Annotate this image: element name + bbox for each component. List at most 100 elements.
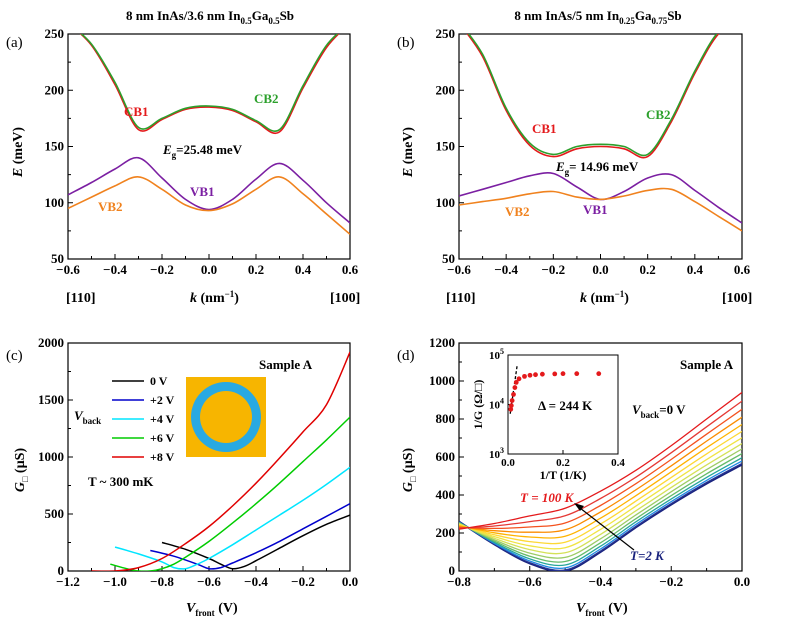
ylabel-b: E (meV)	[401, 127, 416, 178]
vback-label-d: Vback=0 V	[632, 402, 686, 420]
plot-frame	[458, 33, 743, 260]
y-tick-label: 600	[436, 449, 456, 464]
series-line-cb1	[79, 34, 340, 135]
y-tick-label: 100	[436, 195, 456, 210]
ylabel-a: E (meV)	[11, 127, 26, 178]
panel-label-d: (d)	[397, 348, 415, 364]
series-line	[91, 351, 350, 571]
temperature-curve	[459, 437, 742, 550]
temperature-curve	[459, 460, 742, 569]
title-a: 8 nm InAs/3.6 nm In0.5Ga0.5Sb	[126, 8, 294, 26]
y-tick-label: 0	[449, 563, 456, 578]
vback-legend-title: Vback	[74, 408, 101, 426]
inset-ylabel: 1/G (Ω/□)	[471, 380, 485, 430]
inset-data-point	[508, 403, 514, 409]
inset-y-tick-label: 103	[489, 446, 504, 461]
y-tick-label: 250	[45, 26, 65, 41]
inset-data-point	[539, 371, 545, 377]
legend-label: +2 V	[150, 393, 175, 407]
ylabel-d: G□ (µS)	[401, 448, 418, 493]
x-tick-label: −0.4	[244, 574, 268, 589]
y-tick-label: 150	[45, 139, 65, 154]
temperature-curve	[459, 462, 742, 571]
legend-label: +8 V	[150, 450, 175, 464]
temperature-label-c: T ~ 300 mK	[88, 474, 154, 489]
y-tick-label: 150	[436, 139, 456, 154]
y-tick-label: 1000	[429, 373, 455, 388]
inset-y-tick-label: 105	[489, 347, 504, 362]
y-tick-label: 200	[45, 82, 65, 97]
x-tick-label: −0.4	[103, 262, 127, 277]
temperature-curve	[459, 391, 742, 530]
t-low-label: T=2 K	[630, 548, 665, 563]
series-line	[161, 514, 350, 570]
delta-label: Δ = 244 K	[538, 398, 593, 413]
y-tick-label: 400	[436, 487, 456, 502]
inset-data-point	[516, 376, 522, 382]
temperature-curve	[459, 416, 742, 533]
legend-label: +4 V	[150, 412, 175, 426]
series-line	[110, 416, 350, 571]
x-tick-label: 0.6	[342, 262, 359, 277]
temperature-curve	[459, 400, 742, 529]
series-line-cb2	[80, 34, 339, 132]
y-tick-label: 50	[51, 251, 64, 266]
temperature-curve	[459, 448, 742, 559]
y-tick-label: 1000	[38, 449, 64, 464]
y-tick-label: 200	[436, 525, 456, 540]
legend-label: 0 V	[150, 374, 168, 388]
inset-data-point	[533, 372, 538, 378]
label-vb2-a: VB2	[98, 199, 123, 214]
xlabel-a: k (nm−1)	[190, 289, 239, 306]
x-tick-label: 0.0	[592, 262, 608, 277]
xlabel-d: Vfront (V)	[576, 601, 628, 618]
xlabel-b: k (nm−1)	[580, 289, 629, 306]
inset-data-point	[508, 406, 514, 412]
direction-right-b: [100]	[722, 291, 752, 306]
sample-label-c: Sample A	[259, 357, 313, 372]
direction-right-a: [100]	[330, 291, 360, 306]
x-tick-label: 0.4	[295, 262, 312, 277]
eg-label-a: Eg=25.48 meV	[162, 142, 243, 160]
temperature-curve	[459, 453, 742, 563]
sample-label-d: Sample A	[680, 357, 734, 372]
y-tick-label: 250	[436, 26, 456, 41]
xlabel-c: Vfront (V)	[186, 601, 238, 618]
x-tick-label: −0.6	[518, 574, 542, 589]
x-tick-label: 0.0	[734, 574, 750, 589]
inset-data-point	[522, 373, 527, 379]
plot-frame	[67, 342, 351, 572]
panel-label-b: (b)	[397, 35, 415, 51]
inset-x-tick-label: 0.2	[556, 457, 570, 469]
inset-fit-line	[509, 365, 518, 414]
x-tick-label: 0.6	[734, 262, 751, 277]
inset-data-point	[511, 391, 516, 397]
y-tick-label: 1500	[38, 392, 64, 407]
label-vb2-b: VB2	[505, 204, 530, 219]
y-tick-label: 50	[442, 251, 455, 266]
inset-x-tick-label: 0.0	[501, 457, 515, 469]
x-tick-label: −0.2	[659, 574, 683, 589]
x-tick-label: −0.6	[56, 262, 80, 277]
panel-c: −1.2 −1.0 −0.8 −0.6 −0.4 −0.2 0.0 0 500 1000 1500 2…	[38, 335, 358, 589]
x-tick-label: 0.2	[640, 262, 656, 277]
inset-x-tick-label: 0.4	[611, 457, 625, 469]
x-tick-label: −0.6	[197, 574, 221, 589]
x-tick-label: −0.8	[150, 574, 174, 589]
series-line-cb2	[467, 34, 718, 157]
label-vb1-b: VB1	[583, 202, 608, 217]
series-line-vb2	[68, 176, 350, 235]
inset-data-point	[513, 379, 519, 385]
series-line-vb1	[68, 156, 350, 224]
panel-label-a: (a)	[6, 35, 23, 51]
x-tick-label: −0.2	[150, 262, 174, 277]
y-tick-label: 500	[45, 506, 65, 521]
inset-data-point	[527, 372, 533, 378]
y-tick-label: 1200	[429, 335, 455, 350]
inset-data-point	[574, 371, 580, 377]
temperature-curve	[459, 408, 742, 530]
label-cb1-b: CB1	[532, 121, 557, 136]
temperature-curve	[459, 443, 742, 555]
legend-c: 0 V +2 V +4 V +6 V +8 V	[112, 374, 175, 464]
x-tick-label: −1.0	[103, 574, 127, 589]
